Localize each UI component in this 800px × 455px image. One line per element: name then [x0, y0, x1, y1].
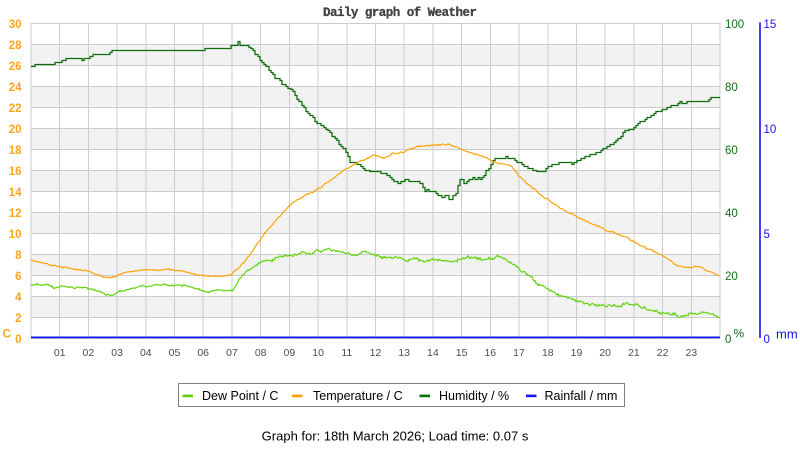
- svg-text:Temperature / C: Temperature / C: [313, 389, 403, 403]
- svg-text:22: 22: [9, 103, 22, 115]
- svg-text:5: 5: [764, 229, 770, 241]
- svg-text:15: 15: [456, 347, 468, 359]
- svg-text:0: 0: [725, 334, 731, 346]
- svg-text:06: 06: [197, 347, 209, 359]
- svg-text:11: 11: [341, 347, 352, 359]
- svg-text:Rainfall / mm: Rainfall / mm: [545, 389, 618, 403]
- svg-text:05: 05: [169, 347, 181, 359]
- svg-text:40: 40: [725, 208, 738, 220]
- svg-text:2: 2: [15, 313, 21, 325]
- svg-text:10: 10: [312, 347, 324, 359]
- svg-text:24: 24: [9, 82, 22, 94]
- svg-text:16: 16: [484, 347, 496, 359]
- svg-text:26: 26: [9, 61, 22, 73]
- svg-text:07: 07: [226, 347, 238, 359]
- svg-text:4: 4: [15, 292, 22, 304]
- svg-text:21: 21: [628, 347, 640, 359]
- svg-text:Dew Point / C: Dew Point / C: [202, 389, 278, 403]
- svg-text:%: %: [734, 327, 745, 341]
- svg-text:23: 23: [685, 347, 697, 359]
- svg-text:13: 13: [398, 347, 410, 359]
- svg-text:08: 08: [255, 347, 267, 359]
- svg-text:28: 28: [9, 40, 22, 52]
- svg-text:Daily graph of Weather: Daily graph of Weather: [323, 6, 477, 20]
- svg-text:80: 80: [725, 82, 738, 94]
- svg-text:12: 12: [9, 208, 22, 220]
- svg-text:0: 0: [764, 334, 770, 346]
- svg-text:0: 0: [15, 334, 21, 346]
- svg-text:16: 16: [9, 166, 22, 178]
- svg-text:17: 17: [513, 347, 525, 359]
- svg-text:14: 14: [9, 187, 22, 199]
- svg-text:03: 03: [111, 347, 123, 359]
- svg-text:12: 12: [370, 347, 382, 359]
- svg-text:mm: mm: [776, 327, 798, 342]
- svg-text:30: 30: [9, 19, 22, 31]
- svg-text:01: 01: [54, 347, 66, 359]
- svg-text:Graph for: 18th March 2026; Lo: Graph for: 18th March 2026; Load time: 0…: [262, 429, 529, 444]
- svg-text:18: 18: [9, 145, 22, 157]
- svg-text:04: 04: [140, 347, 152, 359]
- svg-text:18: 18: [542, 347, 554, 359]
- svg-text:20: 20: [599, 347, 611, 359]
- svg-text:14: 14: [427, 347, 439, 359]
- svg-text:22: 22: [657, 347, 669, 359]
- svg-text:C: C: [3, 326, 12, 340]
- svg-text:8: 8: [15, 250, 22, 262]
- svg-text:19: 19: [571, 347, 583, 359]
- svg-text:09: 09: [284, 347, 296, 359]
- svg-text:100: 100: [725, 19, 744, 31]
- svg-text:Humidity / %: Humidity / %: [439, 389, 509, 403]
- svg-text:02: 02: [83, 347, 95, 359]
- svg-text:60: 60: [725, 145, 738, 157]
- svg-text:6: 6: [15, 271, 21, 283]
- svg-text:20: 20: [9, 124, 22, 136]
- svg-text:10: 10: [764, 124, 777, 136]
- svg-text:10: 10: [9, 229, 22, 241]
- svg-text:20: 20: [725, 271, 738, 283]
- svg-text:15: 15: [764, 19, 777, 31]
